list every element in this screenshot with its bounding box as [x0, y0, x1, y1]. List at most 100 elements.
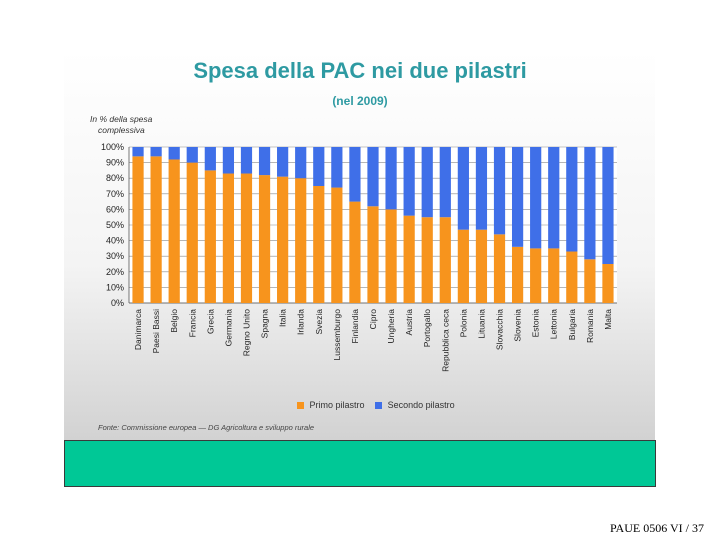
bar-segment: [403, 215, 415, 303]
x-tick-label: Slovacchia: [495, 309, 505, 350]
bar-segment: [258, 147, 271, 176]
bar-segment: [385, 209, 397, 303]
x-tick-label: Regno Unito: [241, 309, 251, 357]
x-tick-label: Svezia: [314, 309, 324, 335]
x-tick-label: Italia: [278, 309, 288, 327]
chart-subtitle: (nel 2009): [332, 94, 388, 108]
bar-segment: [439, 147, 451, 218]
x-tick-label: Polonia: [458, 309, 468, 338]
y-axis-label-line-2: complessiva: [98, 125, 145, 135]
legend-label-primo: Primo pilastro: [309, 400, 365, 410]
y-tick-label: 50%: [106, 220, 124, 230]
y-tick-label: 100%: [101, 142, 124, 152]
bar-segment: [457, 147, 469, 230]
x-tick-label: Spagna: [260, 309, 270, 339]
bar-segment: [168, 147, 180, 160]
bar-segment: [150, 156, 162, 303]
bar-segment: [132, 147, 144, 157]
legend-swatch-secondo: [375, 402, 383, 410]
bar-segment: [548, 248, 560, 303]
bar-segment: [602, 264, 614, 303]
legend-entry-secondo: Secondo pilastro: [375, 400, 455, 410]
bar-segment: [168, 159, 180, 303]
legend-swatch-primo: [297, 402, 304, 410]
bar-segment: [584, 259, 596, 303]
y-tick-label: 80%: [106, 173, 124, 183]
bar-segment: [240, 173, 253, 303]
legend-entry-primo: Primo pilastro: [297, 400, 365, 410]
x-tick-label: Repubblica ceca: [440, 309, 450, 372]
y-tick-label: 10%: [106, 282, 124, 292]
bar-segment: [584, 147, 596, 260]
x-tick-label: Malta: [603, 309, 613, 330]
bar-segment: [222, 147, 235, 174]
bar-segment: [403, 147, 415, 216]
x-tick-label: Lussemburgo: [332, 309, 342, 361]
x-tick-label: Estonia: [531, 309, 541, 338]
bar-segment: [566, 251, 578, 303]
x-tick-label: Ungheria: [386, 309, 396, 344]
bar-segment: [385, 147, 397, 210]
bar-segment: [186, 162, 198, 303]
chart-legend: Primo pilastro Secondo pilastro: [297, 400, 463, 410]
bar-segment: [367, 206, 379, 303]
green-banner: [64, 440, 656, 487]
bar-segment: [331, 187, 343, 303]
y-tick-label: 0%: [111, 298, 124, 308]
bar-segment: [277, 176, 289, 303]
bar-segment: [367, 147, 379, 207]
bar-segment: [204, 147, 216, 171]
bar-segment: [313, 147, 325, 186]
bar-segment: [186, 147, 198, 163]
bar-segment: [150, 147, 162, 157]
slide-footer: PAUE 0506 VI / 37: [609, 521, 704, 535]
x-tick-label: Lituania: [476, 309, 486, 339]
bar-segment: [421, 217, 433, 303]
bar-segment: [548, 147, 560, 249]
x-tick-label: Irlanda: [296, 309, 306, 335]
bar-segment: [511, 246, 524, 303]
x-tick-label: Finlandia: [350, 309, 360, 344]
x-tick-label: Danimarca: [133, 309, 143, 350]
bar-segment: [222, 173, 235, 303]
x-tick-label: Portogallo: [422, 309, 432, 348]
bar-segment: [132, 156, 144, 303]
bar-segment: [349, 201, 361, 303]
bar-segment: [530, 248, 542, 303]
bar-segment: [493, 234, 506, 303]
bar-segment: [277, 147, 289, 177]
y-tick-label: 40%: [106, 236, 124, 246]
x-tick-label: Austria: [404, 309, 414, 336]
y-tick-label: 70%: [106, 189, 124, 199]
x-tick-label: Belgio: [169, 309, 179, 333]
bar-segment: [566, 147, 578, 252]
y-tick-label: 20%: [106, 267, 124, 277]
y-axis-label: In % della spesa complessiva: [90, 114, 200, 136]
source-note: Fonte: Commissione europea — DG Agricolt…: [98, 423, 315, 432]
bar-segment: [457, 229, 469, 303]
bar-segment: [602, 147, 614, 264]
y-axis-label-line-1: In % della spesa: [90, 114, 153, 124]
bar-segment: [240, 147, 253, 174]
legend-label-secondo: Secondo pilastro: [387, 400, 455, 410]
bar-segment: [475, 229, 488, 303]
bar-segment: [258, 175, 271, 303]
bar-segment: [475, 147, 488, 230]
bar-segment: [349, 147, 361, 202]
bar-segment: [421, 147, 433, 218]
bar-segment: [295, 178, 307, 303]
x-tick-label: Lettonia: [549, 309, 559, 340]
x-tick-label: Cipro: [368, 309, 378, 330]
x-tick-label: Grecia: [205, 309, 215, 334]
y-tick-label: 90%: [106, 158, 124, 168]
y-tick-label: 30%: [106, 251, 124, 261]
x-tick-label: Francia: [187, 309, 197, 338]
x-tick-label: Romania: [585, 309, 595, 343]
bar-segment: [313, 186, 325, 303]
bar-segment: [493, 147, 506, 235]
y-tick-label: 60%: [106, 204, 124, 214]
bar-segment: [295, 147, 307, 179]
bar-segment: [511, 147, 524, 247]
x-tick-label: Germania: [223, 309, 233, 347]
